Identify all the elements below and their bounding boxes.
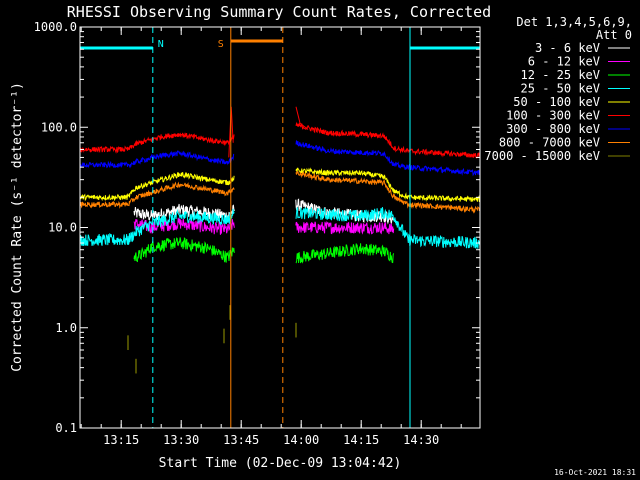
detector-info: Det 1,3,4,5,6,9, [516,15,632,29]
x-axis-label: Start Time (02-Dec-09 13:04:42) [159,456,402,471]
series-line [79,181,235,209]
axis-ticks: 13:15 13:30 13:45 14:00 14:15 14:30 0.1 1.0 10.0… [34,20,480,447]
y-axis-label: Corrected Count Rate (s⁻¹ detector⁻¹) [10,82,25,372]
series-line [133,217,235,235]
series-line [295,167,481,203]
y-tick-label: 100.0 [41,120,77,134]
series-2 [133,217,395,235]
y-tick-label: 0.1 [55,421,77,435]
legend-label: 6 - 12 keV [528,55,600,69]
series-9 [127,305,297,374]
chart-title: RHESSI Observing Summary Count Rates, Co… [67,3,491,21]
x-tick-label: 14:30 [403,433,439,447]
series-line [79,150,235,169]
x-tick-label: 14:15 [343,433,379,447]
series-line [295,243,395,264]
legend-label: 300 - 800 keV [506,122,600,136]
series-7 [79,140,481,177]
legend-label: 3 - 6 keV [535,41,600,55]
series-3 [133,237,395,264]
series-line [295,198,394,225]
generation-timestamp: 16-Oct-2021 18:31 [554,468,636,477]
series-8 [79,171,481,214]
legend-label: 7000 - 15000 keV [484,149,600,163]
series-line [133,237,235,263]
flag-label-S: S [218,39,224,50]
series-line [295,140,481,177]
y-tick-label: 1000.0 [34,20,77,34]
series-line [295,220,395,235]
legend-label: 100 - 300 keV [506,109,600,123]
series-line [79,132,235,154]
y-tick-label: 10.0 [48,221,77,235]
series-line [295,207,481,249]
legend-label: 800 - 7000 keV [499,136,600,150]
flag-label-N: N [158,39,164,50]
attenuator-info: Att 0 [596,28,632,42]
x-tick-label: 13:15 [103,433,139,447]
x-tick-label: 13:30 [163,433,199,447]
flare-decay [295,106,309,130]
plot-content [79,106,481,374]
x-tick-label: 13:45 [223,433,259,447]
legend-label: 25 - 50 keV [521,82,600,96]
series-6 [79,121,481,159]
y-tick-label: 1.0 [55,321,77,335]
x-tick-label: 14:00 [283,433,319,447]
legend-label: 50 - 100 keV [513,95,600,109]
series-line [295,171,481,214]
series-4 [79,207,481,249]
series-line [79,171,235,202]
series-5 [79,167,481,203]
series-line [295,121,481,159]
series-line [79,208,235,247]
legend-label: 12 - 25 keV [521,68,600,82]
